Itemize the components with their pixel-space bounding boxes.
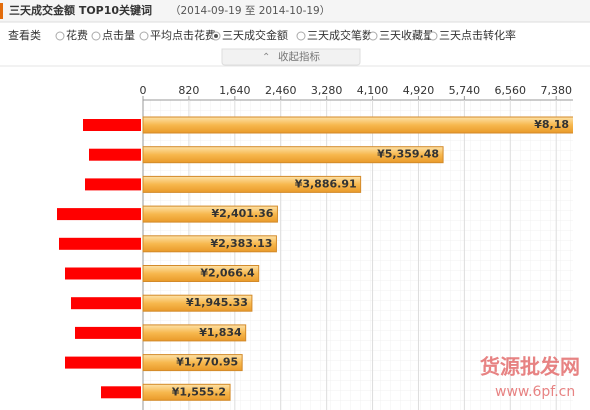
bar: [142, 116, 573, 134]
header-bar: [0, 0, 590, 22]
redacted-label: [59, 237, 141, 250]
value-label: ¥1,945.33: [186, 296, 248, 309]
bar: [142, 205, 278, 223]
redacted-label: [85, 178, 141, 191]
radio-label[interactable]: 花费: [66, 29, 88, 42]
value-label: ¥1,770.95: [176, 356, 238, 369]
radio-label[interactable]: 点击量: [102, 29, 135, 42]
radio-dot: [214, 34, 218, 38]
radio[interactable]: [428, 31, 438, 41]
bar: [142, 354, 243, 372]
bar: [142, 294, 253, 312]
header-title: 三天成交金额 TOP10关键词: [9, 3, 152, 17]
radio-label[interactable]: 三天成交金额: [222, 28, 288, 42]
value-label: ¥3,886.91: [295, 177, 357, 190]
x-tick-label: 5,740: [449, 84, 481, 97]
x-tick-label: 2,460: [265, 84, 297, 97]
radio[interactable]: [91, 31, 101, 41]
value-label: ¥2,383.13: [210, 237, 272, 250]
x-tick-label: 820: [178, 84, 199, 97]
radio[interactable]: [296, 31, 306, 41]
toggle-label[interactable]: 收起指标: [278, 50, 320, 63]
radio-label[interactable]: 三天成交笔数: [307, 28, 373, 42]
redacted-label: [101, 386, 141, 399]
redacted-label: [65, 356, 141, 369]
x-tick-label: 3,280: [311, 84, 343, 97]
value-label: ¥1,555.2: [172, 385, 226, 398]
x-tick-label: 6,560: [495, 84, 527, 97]
x-tick-label: 7,380: [540, 84, 572, 97]
redacted-label: [89, 148, 141, 161]
bar: [142, 235, 277, 253]
x-tick-label: 4,100: [357, 84, 389, 97]
bar: [142, 175, 362, 193]
header-date: （2014-09-19 至 2014-10-19）: [170, 5, 330, 17]
redacted-label: [71, 297, 141, 310]
header-accent: [0, 3, 3, 19]
filter-options: 花费 点击量 平均点击花费 三天成交金额 三天成交笔数 三天收藏量 三天点击转化率: [55, 28, 516, 42]
watermark-name: 货源批发网: [480, 355, 580, 379]
redacted-label: [83, 119, 141, 131]
value-label: ¥8,18: [534, 118, 569, 131]
x-tick-label: 4,920: [403, 84, 435, 97]
value-label: ¥1,834: [199, 326, 242, 339]
redacted-label: [65, 267, 141, 280]
value-label: ¥2,401.36: [212, 207, 274, 220]
x-tick-label: 1,640: [219, 84, 251, 97]
bar: [142, 265, 260, 282]
redacted-label: [57, 208, 141, 221]
plot: 0 820 1,640 2,460 3,280 4,100 4,920 5,740 6,560 7…: [57, 84, 573, 410]
toggle-icon: ⌃: [262, 52, 270, 63]
radio-label[interactable]: 三天收藏量: [379, 28, 434, 42]
value-label: ¥2,066.4: [200, 267, 255, 280]
radio[interactable]: [55, 31, 65, 41]
bar: [142, 324, 247, 342]
x-tick-label: 0: [140, 84, 147, 97]
radio[interactable]: [139, 31, 149, 41]
radio-label[interactable]: 平均点击花费: [150, 29, 216, 42]
redacted-label: [75, 326, 141, 339]
radio[interactable]: [368, 31, 378, 41]
toggle-tab[interactable]: [221, 48, 361, 66]
filter-label: 查看类: [8, 28, 41, 42]
bar: [142, 383, 231, 401]
bar: [142, 146, 444, 164]
watermark-url: www.6pf.cn: [495, 384, 575, 400]
radio-label[interactable]: 三天点击转化率: [439, 28, 516, 42]
value-label: ¥5,359.48: [377, 148, 439, 161]
